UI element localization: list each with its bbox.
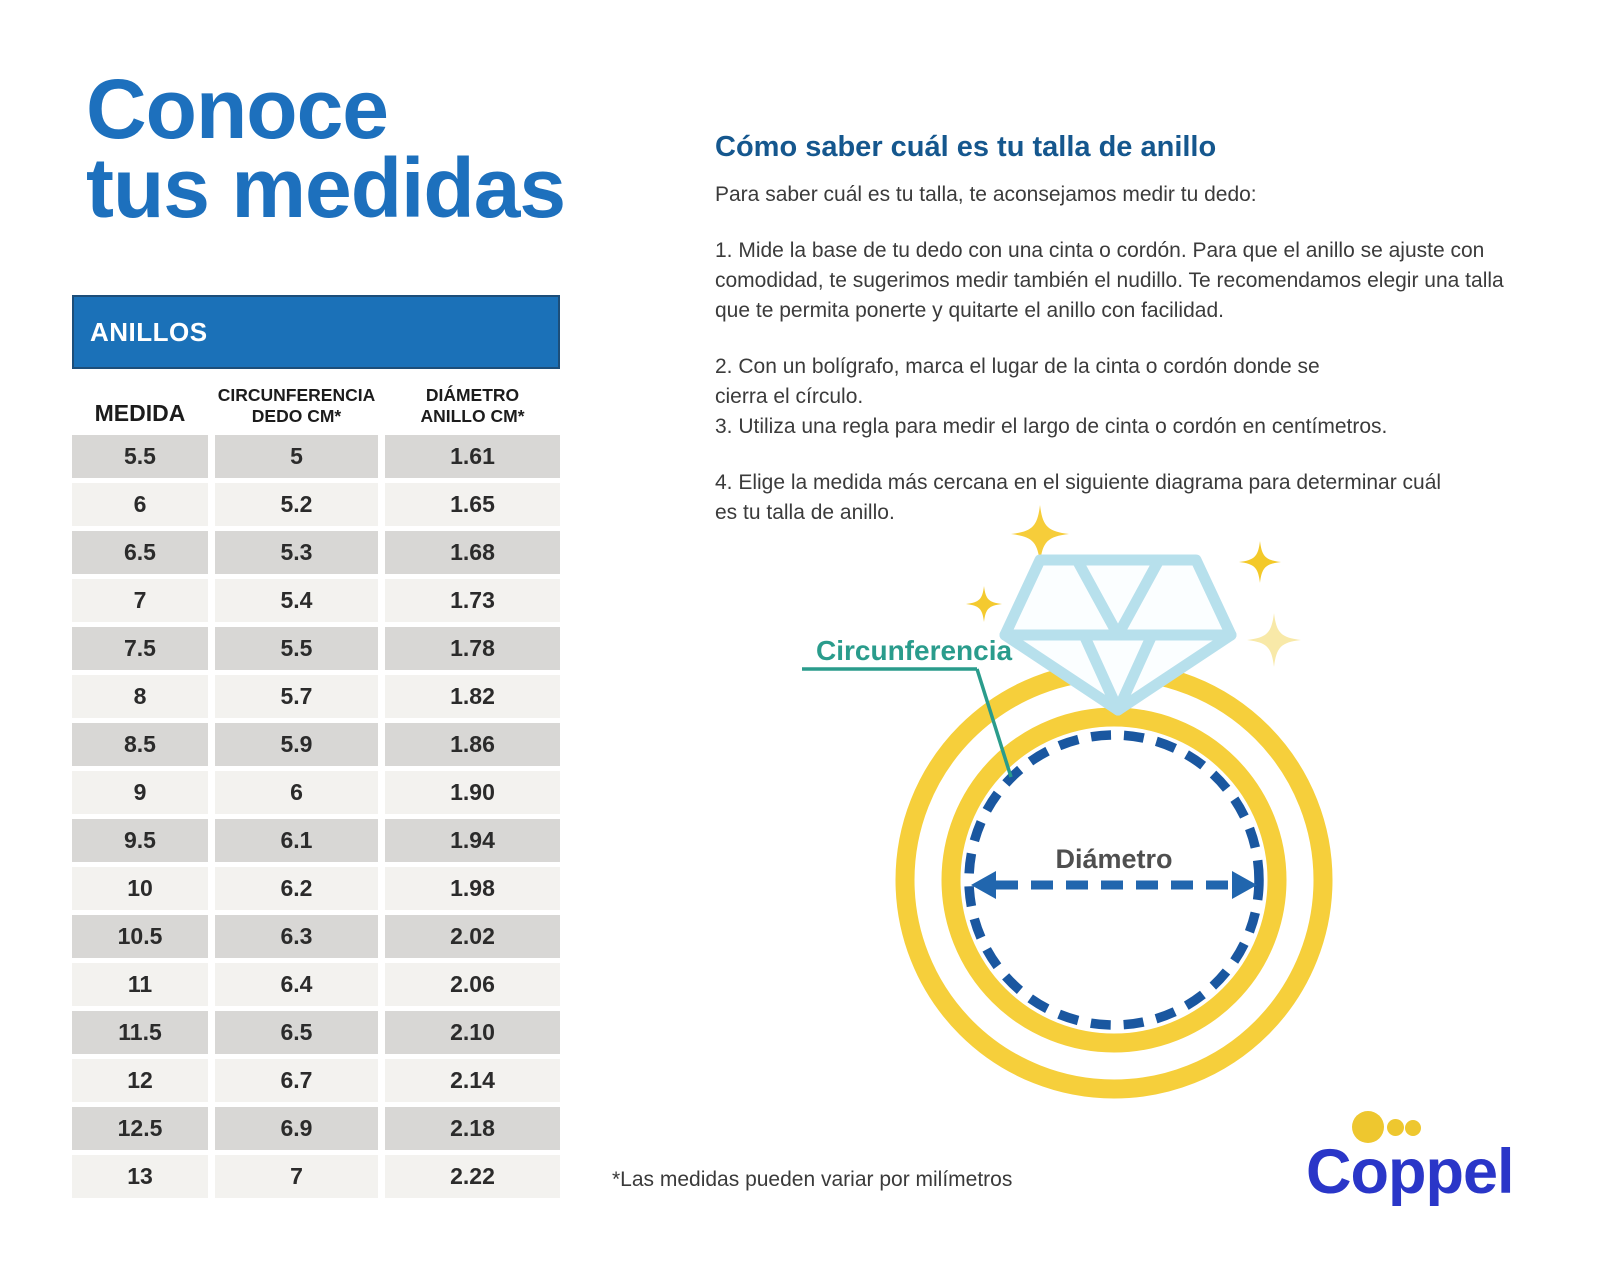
circumference-label: Circunferencia <box>816 635 1012 666</box>
table-cell: 7 <box>215 1155 378 1198</box>
column-header-circunferencia: CIRCUNFERENCIA DEDO CM* <box>217 385 376 426</box>
footnote: *Las medidas pueden variar por milímetro… <box>612 1168 1013 1191</box>
table-column-headers: MEDIDA CIRCUNFERENCIA DEDO CM* DIÁMETRO … <box>72 375 560 431</box>
instruction-step-2: 2. Con un bolígrafo, marca el lugar de l… <box>715 355 1320 408</box>
table-cell: 5.5 <box>215 627 378 670</box>
table-row: 9 6 1.90 <box>72 771 560 814</box>
diamond-icon <box>999 554 1237 716</box>
table-row: 8.5 5.9 1.86 <box>72 723 560 766</box>
table-cell: 6.5 <box>215 1011 378 1054</box>
logo-dot-icon <box>1387 1119 1404 1136</box>
table-cell: 5.7 <box>215 675 378 718</box>
table-cell: 10 <box>72 867 208 910</box>
table-row: 8 5.7 1.82 <box>72 675 560 718</box>
instruction-step-4: 4. Elige la medida más cercana en el sig… <box>715 471 1442 524</box>
table-cell: 6.2 <box>215 867 378 910</box>
ring-size-table: ANILLOS MEDIDA CIRCUNFERENCIA DEDO CM* D… <box>72 295 560 1203</box>
instruction-step-1: 1. Mide la base de tu dedo con una cinta… <box>715 239 1504 322</box>
table-row: 9.5 6.1 1.94 <box>72 819 560 862</box>
instructions-intro: Para saber cuál es tu talla, te aconseja… <box>715 183 1257 206</box>
table-cell: 11.5 <box>72 1011 208 1054</box>
table-cell: 8.5 <box>72 723 208 766</box>
table-cell: 5.5 <box>72 435 208 478</box>
table-cell: 7 <box>72 579 208 622</box>
table-cell: 5 <box>215 435 378 478</box>
table-title-bar: ANILLOS <box>72 295 560 369</box>
table-cell: 1.86 <box>385 723 560 766</box>
table-cell: 6.4 <box>215 963 378 1006</box>
table-row: 12 6.7 2.14 <box>72 1059 560 1102</box>
table-cell: 12.5 <box>72 1107 208 1150</box>
table-cell: 1.65 <box>385 483 560 526</box>
brand-name: Coppel <box>1306 1137 1514 1207</box>
table-cell: 1.61 <box>385 435 560 478</box>
table-row: 6.5 5.3 1.68 <box>72 531 560 574</box>
table-row: 11.5 6.5 2.10 <box>72 1011 560 1054</box>
table-cell: 2.14 <box>385 1059 560 1102</box>
table-row: 7 5.4 1.73 <box>72 579 560 622</box>
table-cell: 1.94 <box>385 819 560 862</box>
diameter-arrow <box>971 871 1257 899</box>
table-cell: 1.98 <box>385 867 560 910</box>
table-cell: 6.7 <box>215 1059 378 1102</box>
table-row: 6 5.2 1.65 <box>72 483 560 526</box>
table-cell: 5.9 <box>215 723 378 766</box>
table-cell: 13 <box>72 1155 208 1198</box>
table-cell: 2.06 <box>385 963 560 1006</box>
instructions-section: Cómo saber cuál es tu talla de anillo Pa… <box>715 130 1525 528</box>
page-title-line1: Conoce <box>86 62 389 156</box>
table-cell: 5.2 <box>215 483 378 526</box>
table-title: ANILLOS <box>90 316 208 347</box>
table-cell: 6.5 <box>72 531 208 574</box>
page-title: Conoce tus medidas <box>86 62 566 235</box>
table-cell: 12 <box>72 1059 208 1102</box>
table-cell: 6.9 <box>215 1107 378 1150</box>
instructions-heading: Cómo saber cuál es tu talla de anillo <box>715 131 1217 163</box>
table-row: 5.5 5 1.61 <box>72 435 560 478</box>
circumference-dashed-circle <box>964 730 1264 1030</box>
table-row: 11 6.4 2.06 <box>72 963 560 1006</box>
table-row: 10 6.2 1.98 <box>72 867 560 910</box>
table-cell: 1.90 <box>385 771 560 814</box>
table-row: 10.5 6.3 2.02 <box>72 915 560 958</box>
table-cell: 11 <box>72 963 208 1006</box>
logo-dot-icon <box>1405 1120 1421 1136</box>
diameter-label: Diámetro <box>1055 844 1172 874</box>
column-header-medida: MEDIDA <box>94 400 186 426</box>
table-row: 12.5 6.9 2.18 <box>72 1107 560 1150</box>
table-cell: 1.73 <box>385 579 560 622</box>
table-cell: 8 <box>72 675 208 718</box>
table-cell: 6 <box>72 483 208 526</box>
table-row: 13 7 2.22 <box>72 1155 560 1198</box>
table-cell: 5.4 <box>215 579 378 622</box>
table-cell: 7.5 <box>72 627 208 670</box>
logo-dot-icon <box>1352 1111 1384 1143</box>
ring-diagram: Diámetro Circunferencia <box>802 505 1333 1099</box>
table-cell: 10.5 <box>72 915 208 958</box>
table-cell: 2.18 <box>385 1107 560 1150</box>
table-cell: 2.22 <box>385 1155 560 1198</box>
table-cell: 1.82 <box>385 675 560 718</box>
page-title-line2: tus medidas <box>86 141 566 235</box>
table-cell: 1.68 <box>385 531 560 574</box>
table-cell: 2.02 <box>385 915 560 958</box>
table-cell: 9 <box>72 771 208 814</box>
circumference-leader-line <box>802 667 1013 778</box>
table-cell: 6.1 <box>215 819 378 862</box>
instruction-step-3: 3. Utiliza una regla para medir el largo… <box>715 415 1388 438</box>
coppel-logo: Coppel <box>1300 1100 1514 1210</box>
table-row: 7.5 5.5 1.78 <box>72 627 560 670</box>
table-cell: 6.3 <box>215 915 378 958</box>
table-cell: 5.3 <box>215 531 378 574</box>
table-cell: 1.78 <box>385 627 560 670</box>
table-body: 5.5 5 1.61 6 5.2 1.65 6.5 5.3 1.68 7 5.4 1.73 7.5 5.5… <box>72 435 560 1198</box>
table-cell: 6 <box>215 771 378 814</box>
table-cell: 9.5 <box>72 819 208 862</box>
column-header-diametro: DIÁMETRO ANILLO CM* <box>420 385 525 426</box>
table-cell: 2.10 <box>385 1011 560 1054</box>
